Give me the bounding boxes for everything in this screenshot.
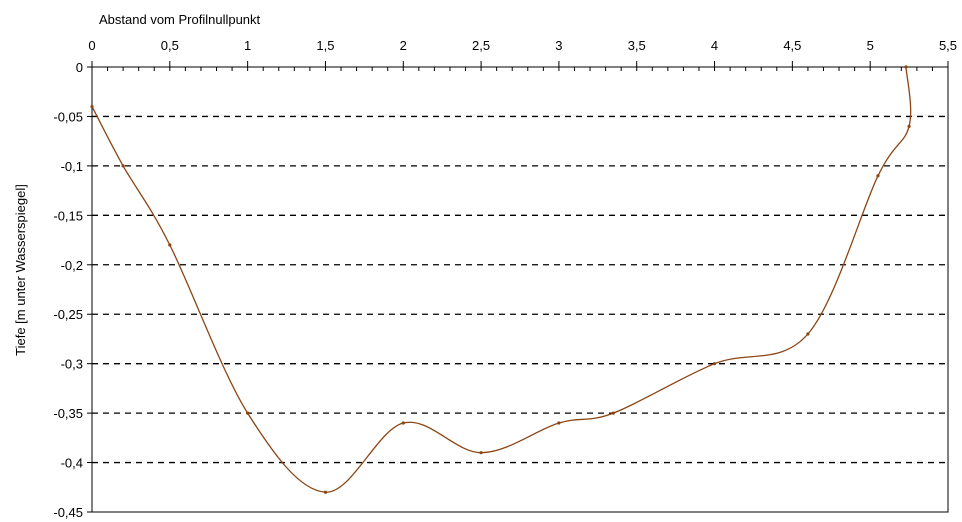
data-point (168, 243, 172, 247)
data-point (246, 411, 250, 415)
data-point (904, 65, 908, 69)
x-tick-label: 1 (244, 38, 251, 53)
y-tick-label: -0,15 (53, 208, 83, 223)
x-tick-label: 5,5 (939, 38, 957, 53)
y-tick-label: -0,35 (53, 406, 83, 421)
x-axis-title: Abstand vom Profilnullpunkt (99, 12, 261, 27)
data-point (479, 451, 483, 455)
y-tick-label: -0,25 (53, 307, 83, 322)
x-tick-labels: 0 0,5 1 1,5 2 2,5 3 3,5 4 4,5 5 5,5 (88, 38, 957, 53)
y-tick-label: 0 (76, 60, 83, 75)
x-tick-label: 4,5 (783, 38, 801, 53)
data-point (611, 411, 615, 415)
y-tick-labels: 0 -0,05 -0,1 -0,15 -0,2 -0,25 -0,3 -0,35 -0,4 -0,… (53, 60, 83, 520)
y-tick-label: -0,2 (61, 258, 83, 273)
x-tick-label: 4 (711, 38, 718, 53)
y-tick-label: -0,3 (61, 357, 83, 372)
grid-lines (92, 115, 948, 464)
x-tick-label: 2 (400, 38, 407, 53)
series-line (91, 66, 912, 493)
x-tick-label: 0,5 (161, 38, 179, 53)
x-tick-label: 3,5 (628, 38, 646, 53)
axes (87, 61, 949, 513)
x-tick-label: 5 (867, 38, 874, 53)
x-tick-label: 2,5 (472, 38, 490, 53)
data-point (557, 421, 561, 425)
data-point (806, 332, 810, 336)
y-tick-label: -0,4 (61, 456, 83, 471)
data-point (876, 174, 880, 178)
y-axis-title: Tiefe [m unter Wasserspiegel] (13, 184, 28, 356)
data-point (401, 421, 405, 425)
plot-frame (91, 66, 949, 513)
x-tick-label: 1,5 (316, 38, 334, 53)
data-point (907, 124, 911, 128)
y-tick-label: -0,1 (61, 159, 83, 174)
series-group (90, 65, 912, 494)
data-point (712, 362, 717, 366)
x-tick-label: 0 (88, 38, 95, 53)
y-tick-label: -0,05 (53, 109, 83, 124)
data-point (323, 490, 328, 494)
x-tick-label: 3 (555, 38, 562, 53)
data-point (121, 164, 125, 168)
y-tick-label: -0,45 (53, 505, 83, 520)
data-point (90, 104, 94, 109)
